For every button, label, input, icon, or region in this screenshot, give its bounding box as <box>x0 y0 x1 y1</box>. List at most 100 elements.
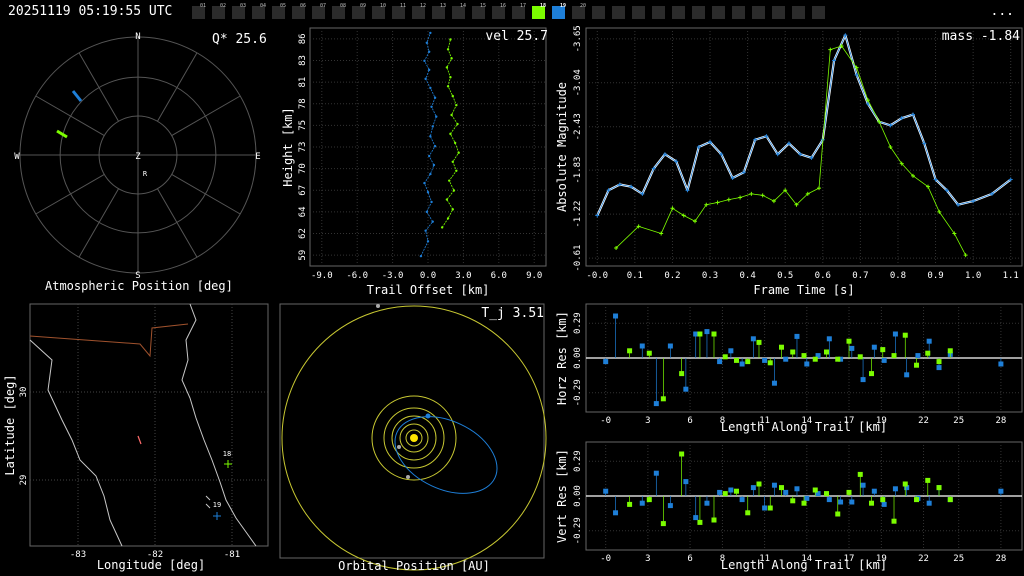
camera-slot[interactable] <box>692 6 705 19</box>
mag-point <box>888 145 893 149</box>
horizontal-residual-plot: -0 3 6 8 11 14 17 19 22 25 28 0.29 0.00 -0.29 Length A… <box>555 303 1023 434</box>
polar-spoke <box>35 174 105 215</box>
y-tick-label: 75 <box>298 120 308 131</box>
mag-point <box>839 44 844 49</box>
camera-07[interactable]: 07 <box>312 3 326 19</box>
camera-03[interactable]: 03 <box>232 3 246 19</box>
north-label: N <box>135 32 140 42</box>
camera-05[interactable]: 05 <box>272 3 286 19</box>
mag-point <box>651 166 656 171</box>
residual-point <box>812 487 818 493</box>
camera-10[interactable]: 10 <box>372 3 386 19</box>
mag-point <box>786 141 791 146</box>
camera-slot[interactable] <box>732 6 745 19</box>
mag-point <box>753 137 758 142</box>
camera-14[interactable]: 14 <box>452 3 466 19</box>
y-tick-label: 29 <box>19 475 29 486</box>
camera-label: 19 <box>559 3 566 9</box>
camera-08[interactable]: 08 <box>332 3 346 19</box>
residual-point <box>603 488 609 494</box>
residual-point <box>892 486 898 492</box>
height-point <box>449 132 452 136</box>
camera-slot[interactable] <box>592 6 605 19</box>
camera-slot[interactable] <box>632 6 645 19</box>
camera-slot[interactable] <box>672 6 685 19</box>
camera-01[interactable]: 01 <box>192 3 206 19</box>
y-tick-label: 73 <box>298 142 308 153</box>
x-tick-label: 22 <box>918 416 929 426</box>
residual-point <box>717 359 723 365</box>
height-point <box>456 122 459 126</box>
q-star-readout: Q* 25.6 <box>212 32 267 47</box>
camera-slot[interactable] <box>772 6 785 19</box>
camera-strip[interactable]: 01 02 03 04 05 06 07 08 09 10 11 12 13 14 15 16 17 18 19 20 <box>192 3 832 19</box>
camera-15[interactable]: 15 <box>472 3 486 19</box>
x-tick-label: -0 <box>600 554 611 564</box>
camera-06[interactable]: 06 <box>292 3 306 19</box>
height-point <box>426 240 430 243</box>
x-tick-label: 28 <box>995 416 1006 426</box>
residual-point <box>826 497 832 503</box>
residual-point <box>679 451 685 457</box>
residual-point <box>646 350 652 356</box>
planet-marker <box>406 475 410 479</box>
mag-point <box>662 152 667 157</box>
menu-button[interactable]: ... <box>990 4 1014 19</box>
x-tick-label: -9.0 <box>311 271 333 281</box>
x-tick-label: 25 <box>953 416 964 426</box>
camera-12[interactable]: 12 <box>412 3 426 19</box>
mag-point <box>749 191 754 196</box>
camera-16[interactable]: 16 <box>492 3 506 19</box>
camera-09[interactable]: 09 <box>352 3 366 19</box>
residual-point <box>824 349 830 355</box>
orbit-label: Orbital Position [AU] <box>338 559 490 573</box>
mag-series-camera_a <box>596 34 1011 216</box>
mag-xlabel: Frame Time [s] <box>753 283 854 297</box>
residual-point <box>653 401 659 407</box>
y-tick-label: 0.00 <box>573 347 583 369</box>
mag-point <box>595 213 600 218</box>
mag-point <box>715 200 720 205</box>
x-tick-label: 14 <box>801 554 812 564</box>
mag-point <box>843 33 848 38</box>
radiant-label: R <box>143 170 148 178</box>
camera-18[interactable]: 18 <box>532 3 546 19</box>
height-point <box>425 41 429 44</box>
camera-slot[interactable] <box>752 6 765 19</box>
height-point <box>424 77 427 81</box>
station-19-marker <box>213 512 221 520</box>
camera-13[interactable]: 13 <box>432 3 446 19</box>
y-tick-label: -2.43 <box>573 113 583 140</box>
camera-19[interactable]: 19 <box>552 3 566 19</box>
earth <box>425 413 431 419</box>
mag-point <box>854 72 859 77</box>
camera-04[interactable]: 04 <box>252 3 266 19</box>
residual-point <box>762 505 768 511</box>
residual-point <box>826 336 832 342</box>
camera-label: 01 <box>199 3 206 9</box>
camera-slot[interactable] <box>812 6 825 19</box>
y-tick-label: -3.04 <box>573 69 583 96</box>
plot-frame <box>585 27 1023 267</box>
camera-17[interactable]: 17 <box>512 3 526 19</box>
residual-point <box>667 343 673 349</box>
y-tick-label: 81 <box>298 77 308 88</box>
residual-point <box>902 332 908 338</box>
residual-point <box>849 345 855 351</box>
camera-slot[interactable] <box>612 6 625 19</box>
camera-slot[interactable] <box>792 6 805 19</box>
mag-point <box>805 191 810 196</box>
residual-point <box>891 353 897 359</box>
camera-11[interactable]: 11 <box>392 3 406 19</box>
camera-slot[interactable] <box>712 6 725 19</box>
y-tick-label: -0.29 <box>573 379 583 406</box>
mag-point <box>809 155 814 160</box>
height-point <box>431 125 434 128</box>
residual-point <box>717 489 723 495</box>
camera-02[interactable]: 02 <box>212 3 226 19</box>
camera-20[interactable]: 20 <box>572 3 586 19</box>
camera-slot[interactable] <box>652 6 665 19</box>
residual-point <box>683 386 689 392</box>
x-tick-label: 3 <box>645 554 650 564</box>
x-tick-label: 6 <box>687 554 692 564</box>
